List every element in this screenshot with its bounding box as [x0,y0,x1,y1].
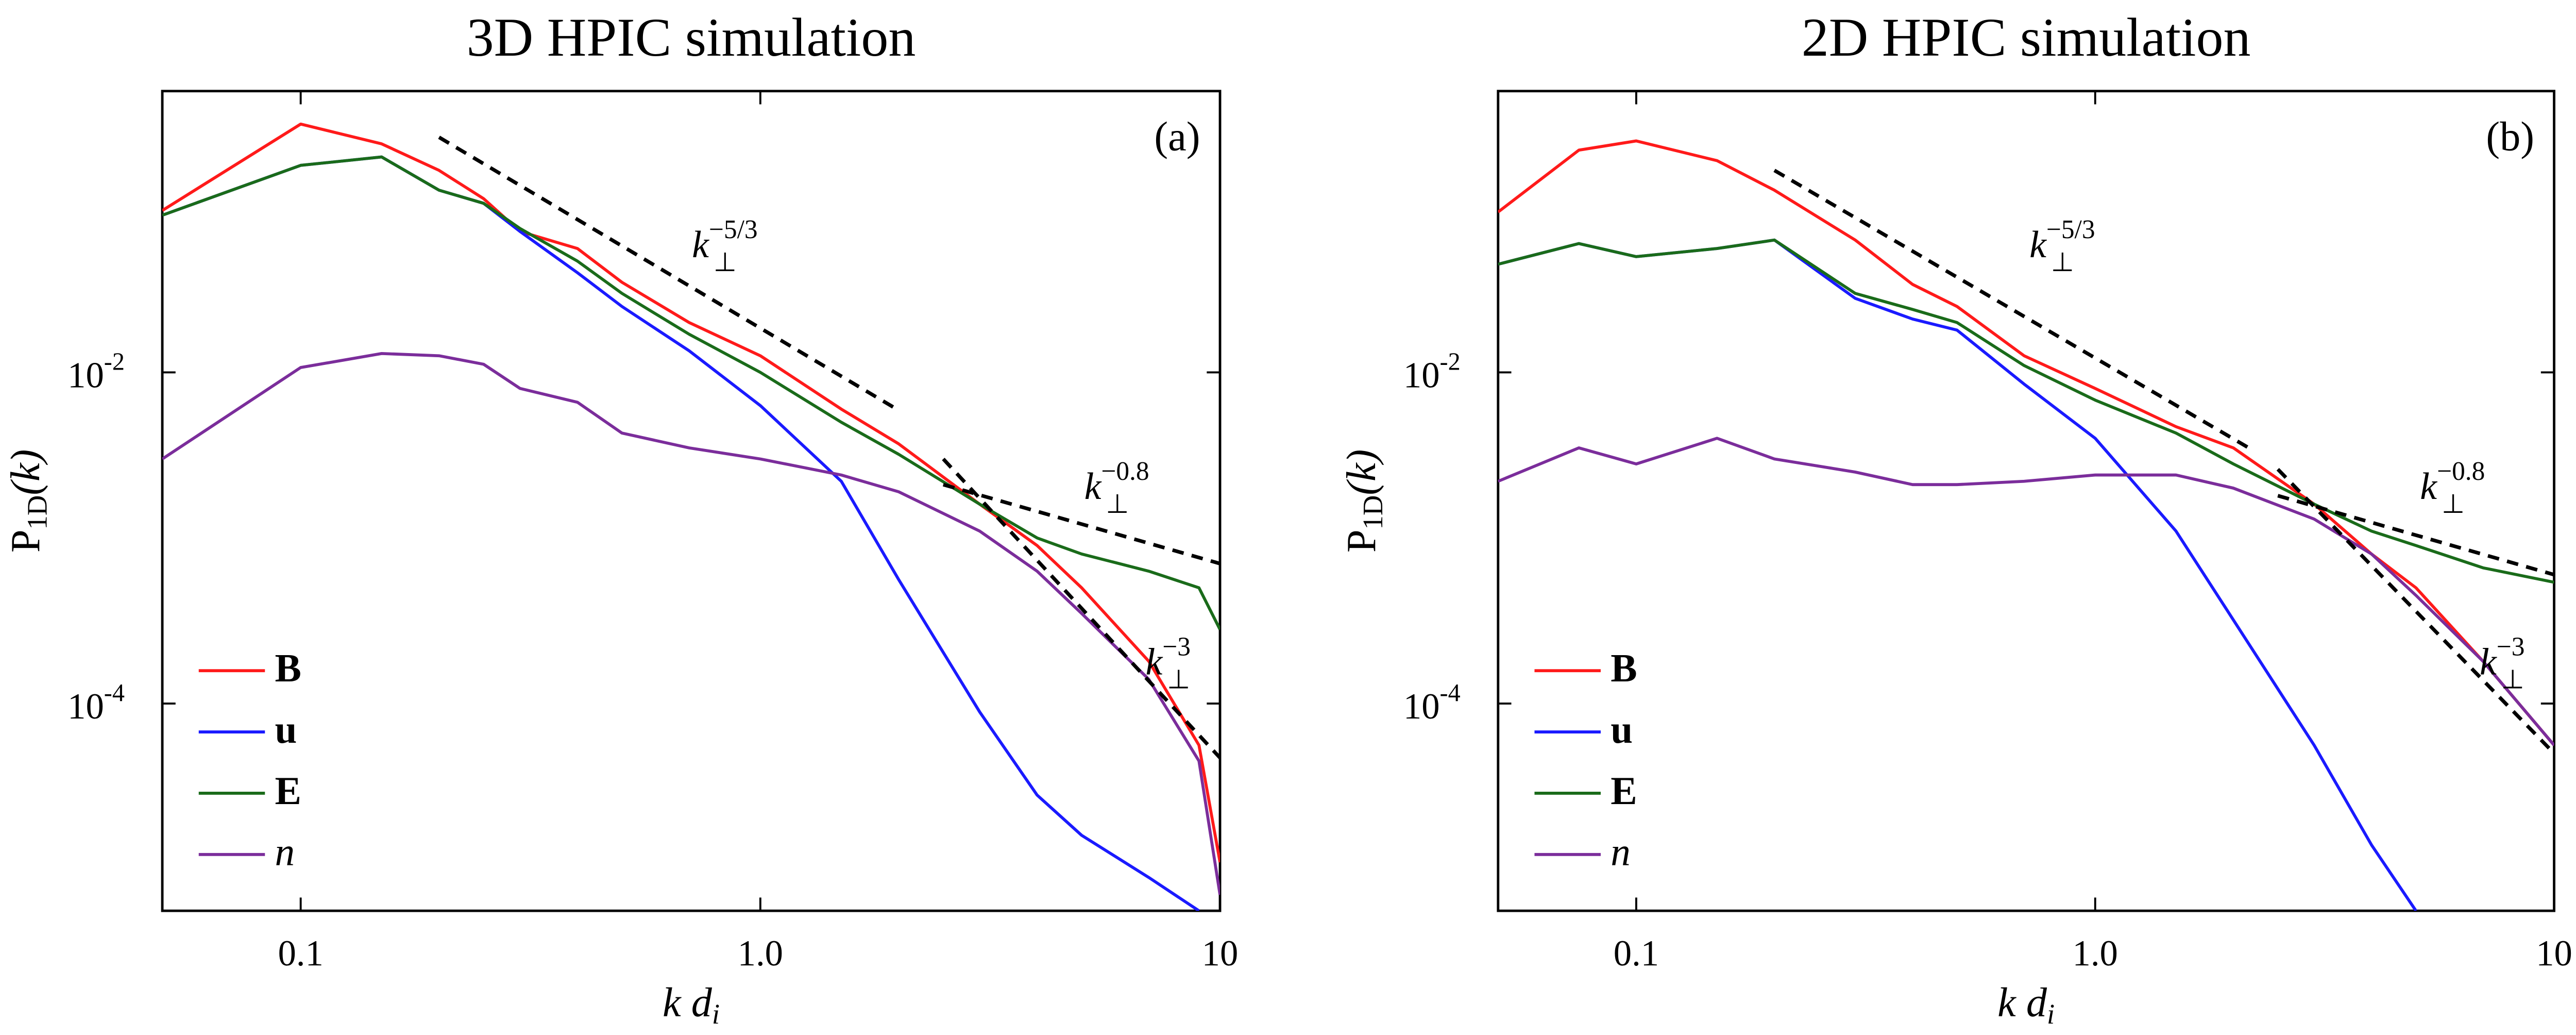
text-part: P [1338,529,1384,553]
x-tick-label: 1.0 [738,933,783,974]
plot-lines [1498,139,2554,911]
legend-label: B [275,646,301,690]
text-part: -4 [1440,679,1461,707]
text-part: ⊥ [1106,490,1129,519]
legend-label: n [275,830,295,874]
fit-label: k−5/3 ⊥ [692,215,757,277]
series-line [162,352,1221,895]
plot-frame [161,90,1222,912]
y-axis-label: P1D(k) [1338,449,1388,553]
chart-title: 2D HPIC simulation [1802,7,2251,68]
text-part: −3 [1162,632,1191,661]
fit-label: k−3 ⊥ [2480,632,2524,694]
text-part: −3 [2497,632,2525,661]
series-line [1498,238,2554,584]
text-part: 10 [67,687,104,727]
text-part: -2 [104,348,125,375]
x-tick-label: 10 [1202,933,1239,974]
x-axis-label: k di [663,980,720,1029]
x-tick-label: 10 [2536,933,2572,974]
text-part: P [3,529,48,553]
series-line [162,155,1221,630]
text-part: k [1084,465,1102,507]
x-tick-label: 0.1 [278,933,323,974]
text-part: k [2029,223,2047,265]
x-tick-label: 0.1 [1614,933,1659,974]
text-part: i [712,998,720,1029]
legend-label: B [1611,646,1637,690]
text-part: k [2480,640,2497,682]
text-part: ⊥ [1167,665,1190,694]
text-part: k [2420,465,2437,507]
legend-label: E [1611,769,1637,813]
y-tick-label: 10-4 [1403,679,1461,727]
fit-line [2276,468,2554,755]
text-part: k [692,223,709,265]
chart-title: 3D HPIC simulation [467,7,916,68]
y-axis-label: P1D(k) [3,449,52,553]
fit-label: k−0.8 ⊥ [1084,457,1149,519]
text-part: ⊥ [2501,665,2524,694]
text-part: k [1145,640,1163,682]
fit-label: k−3 ⊥ [1145,632,1190,694]
y-tick-label: 10-2 [67,348,125,395]
text-part: (k) [3,449,48,495]
fit-label: k−5/3 ⊥ [2029,215,2095,277]
fit-line [438,136,900,412]
legend-label: n [1611,830,1631,874]
text-part: −0.8 [1101,457,1149,486]
panel-label: (a) [1154,114,1200,160]
x-tick-label: 1.0 [2073,933,2118,974]
y-tick-label: 10-4 [67,679,125,727]
text-part: −0.8 [2437,457,2485,486]
text-part: ⊥ [714,248,737,277]
legend-label: E [275,769,301,813]
text-part: 1D [21,495,53,530]
fit-line [2277,494,2554,577]
text-part: 10 [1403,687,1440,727]
legend-label: u [1611,707,1633,752]
plot-lines [162,122,1221,911]
text-part: 10 [1403,356,1440,396]
fit-line [942,458,1221,759]
fit-line [1773,169,2253,452]
text-part: (k) [1338,449,1384,495]
x-axis-label: k di [1997,980,2055,1029]
text-part: ⊥ [2051,248,2074,277]
y-tick-label: 10-2 [1403,348,1461,395]
text-part: -4 [104,679,125,707]
text-part: 10 [67,356,104,396]
text-part: −5/3 [709,215,758,244]
text-part: k d [1997,980,2047,1026]
plot-frame [1497,90,2555,912]
text-part: 1D [1357,495,1388,530]
text-part: k d [663,980,713,1026]
panel-label: (b) [2486,114,2534,160]
text-part: i [2047,998,2055,1029]
fit-label: k−0.8 ⊥ [2420,457,2485,519]
legend-label: u [275,707,297,752]
text-part: -2 [1440,348,1461,375]
series-line [162,155,1200,911]
series-line [1498,437,2554,746]
series-line [162,122,1221,863]
text-part: −5/3 [2046,215,2095,244]
series-line [1498,139,2554,746]
text-part: ⊥ [2442,490,2465,519]
fit-line [942,482,1221,565]
